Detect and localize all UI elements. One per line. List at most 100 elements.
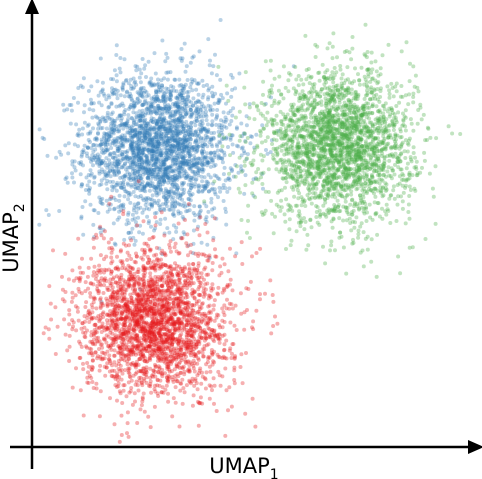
scatter-point xyxy=(407,79,412,84)
scatter-point xyxy=(284,247,288,251)
scatter-point xyxy=(314,170,319,175)
scatter-point xyxy=(344,218,349,223)
scatter-point xyxy=(394,219,399,223)
scatter-point xyxy=(187,99,192,104)
scatter-point xyxy=(331,134,336,139)
scatter-point xyxy=(126,190,130,195)
scatter-point xyxy=(123,121,128,126)
scatter-point xyxy=(139,146,144,151)
scatter-point xyxy=(298,169,303,174)
scatter-point xyxy=(164,157,169,162)
scatter-point xyxy=(370,124,375,129)
scatter-point xyxy=(152,95,156,99)
scatter-point xyxy=(220,144,225,149)
scatter-point xyxy=(372,200,377,205)
scatter-point xyxy=(154,157,159,162)
scatter-point xyxy=(164,204,169,209)
scatter-point xyxy=(140,148,145,153)
scatter-point xyxy=(138,86,143,91)
scatter-point xyxy=(120,185,125,190)
scatter-point xyxy=(308,159,313,164)
scatter-point xyxy=(167,89,172,94)
scatter-point xyxy=(127,165,132,170)
scatter-point xyxy=(98,143,103,147)
scatter-point xyxy=(163,157,168,162)
scatter-point xyxy=(151,153,156,158)
scatter-point xyxy=(101,91,106,96)
scatter-point xyxy=(182,99,187,104)
scatter-point xyxy=(115,136,120,140)
scatter-point xyxy=(137,230,142,235)
scatter-point xyxy=(427,171,432,176)
scatter-point xyxy=(160,127,165,131)
scatter-point xyxy=(164,148,169,153)
scatter-point xyxy=(194,139,198,144)
scatter-point xyxy=(126,231,131,235)
scatter-point xyxy=(164,157,169,162)
scatter-point xyxy=(318,191,323,196)
scatter-point xyxy=(134,114,139,119)
scatter-point xyxy=(151,149,156,154)
scatter-point xyxy=(160,85,165,90)
scatter-point xyxy=(172,149,177,154)
scatter-point xyxy=(258,128,263,133)
scatter-point xyxy=(103,139,108,144)
scatter-point xyxy=(128,143,133,148)
scatter-point xyxy=(112,142,117,147)
scatter-point xyxy=(176,143,181,148)
scatter-point xyxy=(363,22,368,27)
scatter-point xyxy=(242,151,247,156)
scatter-point xyxy=(140,158,145,163)
scatter-point xyxy=(265,151,270,156)
scatter-point xyxy=(263,208,268,213)
scatter-point xyxy=(110,89,114,94)
scatter-point xyxy=(145,155,150,160)
scatter-point xyxy=(117,193,122,198)
scatter-point xyxy=(96,121,101,126)
scatter-point xyxy=(421,112,426,117)
scatter-point xyxy=(120,86,125,91)
scatter-point xyxy=(195,146,199,151)
scatter-point xyxy=(218,156,223,161)
scatter-point xyxy=(418,102,423,107)
scatter-point xyxy=(337,158,342,163)
scatter-point xyxy=(207,63,212,68)
scatter-point xyxy=(295,136,300,141)
scatter-point xyxy=(180,56,185,61)
scatter-point xyxy=(134,158,139,163)
scatter-point xyxy=(107,158,112,163)
scatter-point xyxy=(178,118,183,123)
scatter-point xyxy=(150,141,155,146)
scatter-point xyxy=(114,53,119,57)
scatter-point xyxy=(122,237,127,242)
scatter-point xyxy=(121,206,126,211)
scatter-point xyxy=(156,85,161,90)
scatter-point xyxy=(147,147,152,152)
scatter-point xyxy=(182,121,186,126)
scatter-point xyxy=(287,227,292,232)
scatter-point xyxy=(162,195,167,200)
scatter-point xyxy=(193,123,198,128)
scatter-point xyxy=(181,164,186,169)
scatter-point xyxy=(136,164,141,169)
scatter-point xyxy=(100,196,105,201)
scatter-point xyxy=(224,101,228,106)
scatter-point xyxy=(123,78,128,83)
scatter-point xyxy=(137,124,142,129)
scatter-point xyxy=(291,112,296,117)
scatter-point xyxy=(172,135,177,140)
scatter-point xyxy=(338,122,343,127)
scatter-point xyxy=(153,144,158,149)
scatter-point xyxy=(168,111,173,116)
scatter-point xyxy=(164,188,169,193)
scatter-point xyxy=(106,170,111,175)
scatter-point xyxy=(364,205,369,210)
scatter-point xyxy=(183,175,188,180)
scatter-point xyxy=(333,126,338,131)
scatter-point xyxy=(155,150,160,155)
scatter-point xyxy=(157,144,162,149)
scatter-point xyxy=(353,89,358,94)
scatter-point xyxy=(79,160,84,165)
scatter-point xyxy=(344,118,349,123)
scatter-point xyxy=(158,141,163,146)
